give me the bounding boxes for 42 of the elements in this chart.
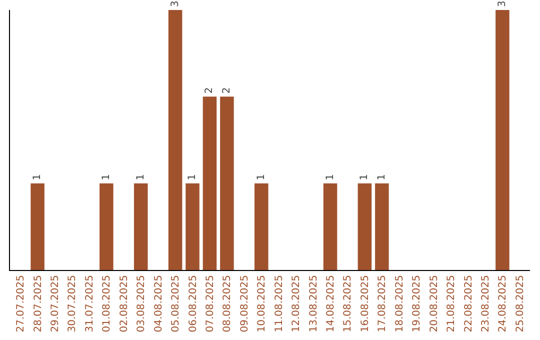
x-tick-label: 31.07.2025 [84,275,96,332]
x-tick-label: 16.08.2025 [360,275,371,332]
x-tick-label: 25.08.2025 [514,275,526,332]
data-label: 1 [100,174,112,180]
x-tick-label: 07.08.2025 [204,275,216,332]
x-tick-label: 03.08.2025 [136,275,148,332]
x-tick-label: 12.08.2025 [291,275,302,332]
x-tick-label: 27.07.2025 [16,275,27,332]
x-tick-label: 22.08.2025 [463,275,474,332]
x-tick-label: 04.08.2025 [153,275,164,332]
data-label: 3 [496,0,508,7]
x-tick-label: 10.08.2025 [256,275,268,332]
x-tick-label: 01.08.2025 [102,275,113,332]
data-label: 1 [376,174,388,180]
x-tick-label: 30.07.2025 [67,275,78,332]
x-tick-label: 24.08.2025 [498,275,509,332]
data-label: 1 [359,174,370,180]
data-label: 3 [170,0,181,7]
x-tick-label: 09.08.2025 [239,275,250,332]
x-tick-label: 17.08.2025 [377,275,388,332]
x-tick-label: 28.07.2025 [32,275,44,332]
x-tick-label: 08.08.2025 [222,275,234,332]
data-label: 1 [135,174,146,180]
x-tick-label: 15.08.2025 [342,275,354,332]
x-tick-label: 05.08.2025 [170,275,182,332]
x-tick-label: 02.08.2025 [118,275,130,332]
x-tick-label: 21.08.2025 [446,275,458,332]
x-tick-label: 06.08.2025 [188,275,199,332]
x-tick-label: 29.07.2025 [50,275,62,332]
x-tick-label: 20.08.2025 [428,275,440,332]
data-label: 2 [221,87,232,94]
data-label: 2 [204,87,216,94]
data-label: 1 [32,174,44,180]
x-tick-label: 18.08.2025 [394,275,406,332]
x-tick-label: 14.08.2025 [326,275,337,332]
data-label: 1 [256,174,267,180]
data-label: 1 [187,174,198,180]
x-tick-label: 19.08.2025 [412,275,423,332]
x-tick-label: 11.08.2025 [274,275,285,332]
x-tick-label: 23.08.2025 [480,275,492,332]
x-tick-label: 13.08.2025 [308,275,320,332]
data-label: 1 [324,174,336,180]
